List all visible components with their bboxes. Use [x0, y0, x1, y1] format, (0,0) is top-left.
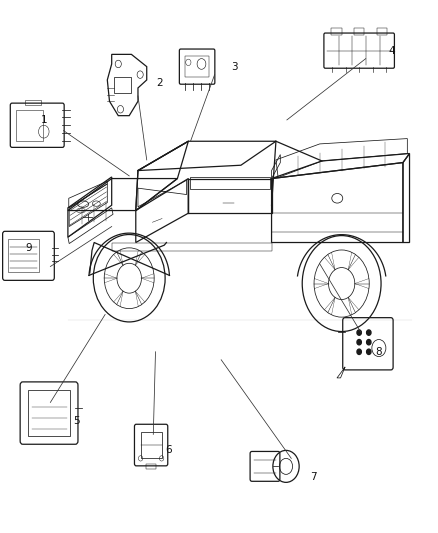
Bar — [146, 464, 156, 469]
Circle shape — [357, 330, 361, 335]
Text: 4: 4 — [389, 46, 396, 55]
Circle shape — [367, 349, 371, 354]
Bar — [185, 56, 209, 77]
Bar — [377, 28, 387, 35]
Bar — [28, 390, 70, 436]
Bar — [354, 28, 364, 35]
Text: 8: 8 — [375, 347, 382, 357]
Bar — [8, 239, 39, 272]
Text: 9: 9 — [25, 243, 32, 253]
Text: 2: 2 — [156, 78, 163, 87]
Bar — [331, 28, 342, 35]
Bar — [114, 77, 131, 93]
Text: 3: 3 — [231, 62, 238, 71]
Text: 7: 7 — [310, 472, 317, 482]
Bar — [25, 100, 42, 106]
Text: 6: 6 — [165, 446, 172, 455]
Circle shape — [367, 330, 371, 335]
Text: 1: 1 — [40, 115, 47, 125]
Circle shape — [357, 340, 361, 345]
Circle shape — [367, 340, 371, 345]
Bar — [16, 110, 43, 141]
Circle shape — [357, 349, 361, 354]
Text: 5: 5 — [73, 416, 80, 426]
Bar — [141, 432, 162, 458]
